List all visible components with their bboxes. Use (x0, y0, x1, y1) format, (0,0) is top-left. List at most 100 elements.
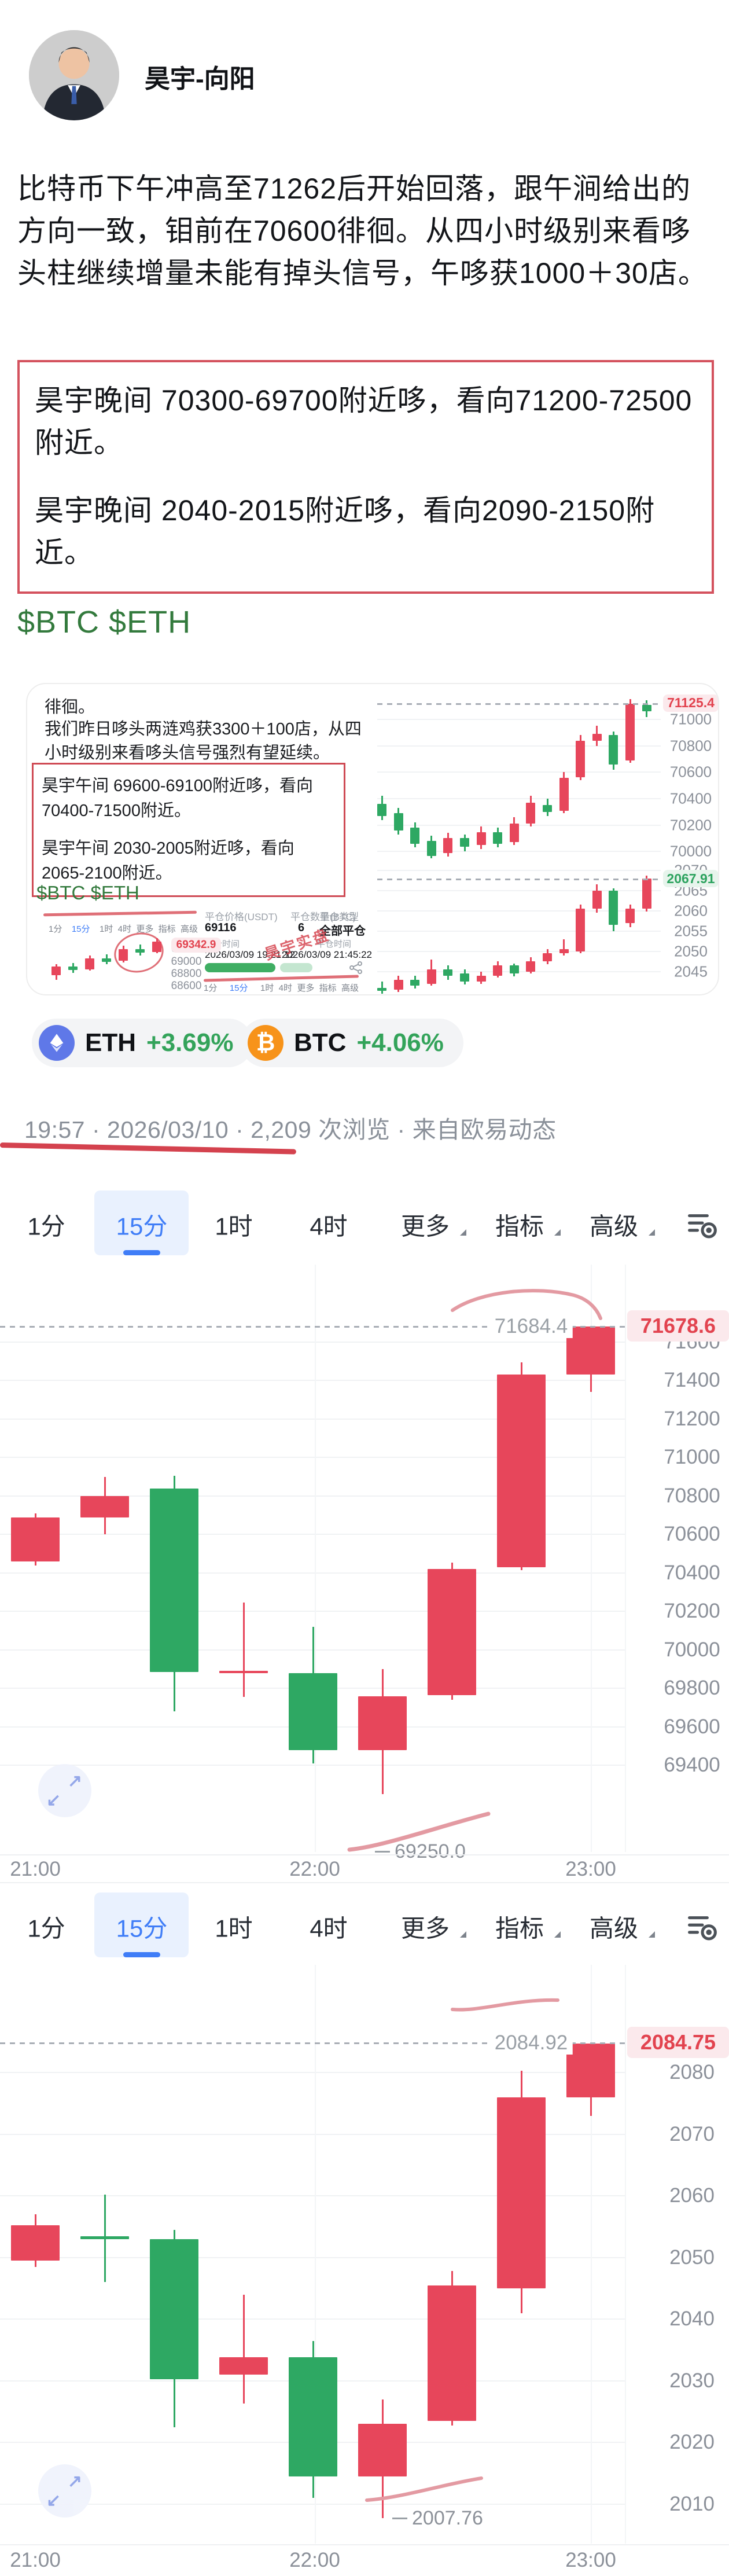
token-badge-btc[interactable]: ₿ BTC +4.06% (241, 1019, 463, 1067)
candle (289, 2357, 337, 2476)
candle (358, 1696, 407, 1750)
axis-label: 2060 (674, 902, 708, 919)
btc-icon: ₿ (248, 1025, 284, 1061)
chevron-down-icon (460, 1931, 466, 1938)
mini-tab-1min: 1分 (49, 924, 62, 934)
candle (509, 965, 519, 973)
tab-1min[interactable]: 1分 (27, 1914, 65, 1942)
tab-1min[interactable]: 1分 (27, 1212, 65, 1240)
grid-line (0, 2072, 625, 2074)
grid-line (377, 851, 661, 852)
candle (543, 805, 552, 812)
quote-paragraph: 我们昨日哆头两涟鸡获3300＋100店，从四小时级别来看哆头信号强烈有望延续。 (45, 720, 362, 762)
tab-advanced[interactable]: 高级 (589, 1914, 639, 1942)
candle (509, 824, 519, 843)
axis-label: 70600 (669, 763, 712, 781)
tab-4h[interactable]: 4时 (310, 1212, 348, 1240)
post-meta: 19:57 · 2026/03/10 · 2,209 次浏览 · 来自欧易动态 (24, 1116, 557, 1143)
tab-indicators[interactable]: 指标 (495, 1212, 544, 1240)
dashed-price-line (377, 703, 661, 705)
last-price-badge: 69342.9 (171, 938, 221, 953)
quote-mini-charts: 71000708007060070400702007000071125.4207… (27, 684, 718, 994)
candle (150, 2239, 198, 2379)
expand-chart-icon[interactable]: ↗ ↙ (38, 1764, 91, 1817)
avatar-photo (29, 30, 119, 120)
tab-1h[interactable]: 1时 (215, 1914, 253, 1942)
axis-label: 70800 (669, 737, 712, 755)
grid-line (0, 2318, 625, 2320)
axis-label: 70800 (664, 1484, 720, 1507)
grid-line (0, 1380, 625, 1381)
axis-label: 2050 (669, 2246, 715, 2269)
grid-line (377, 824, 661, 826)
expand-chart-icon[interactable]: ↗ ↙ (38, 2464, 91, 2518)
mini-tab-rest: 1时 4时 更多 指标 高级 (260, 983, 359, 993)
tab-advanced[interactable]: 高级 (589, 1212, 639, 1240)
chevron-down-icon (554, 1931, 561, 1938)
grid-line (377, 771, 661, 773)
callout-line-2: 昊宇晚间 2040-2015附近哆，看向2090-2150附近。 (35, 494, 656, 569)
grid-line-vertical (315, 1965, 316, 2544)
grid-line (0, 1765, 625, 1766)
candle (51, 966, 61, 975)
selected-tab-indicator (123, 1952, 160, 1957)
tab-15min[interactable]: 15分 (116, 1212, 168, 1240)
tab-more[interactable]: 更多 (400, 1914, 450, 1942)
candle (566, 2043, 615, 2097)
candle (460, 973, 469, 982)
mini-tab-15min: 15分 (229, 983, 248, 993)
candle-wick (242, 1603, 245, 1697)
share-icon[interactable] (349, 961, 363, 975)
grid-line (377, 798, 661, 800)
grid-line (377, 745, 661, 747)
tab-4h[interactable]: 4时 (310, 1914, 348, 1942)
order-col2-value: 6 (298, 921, 305, 934)
hand-drawn-swoosh (451, 1998, 559, 2012)
tab-more[interactable]: 更多 (400, 1212, 450, 1240)
token-badge-eth[interactable]: ETH +3.69% (32, 1019, 253, 1067)
avatar[interactable] (29, 30, 119, 120)
candle (493, 965, 503, 976)
axis-label: 71400 (664, 1369, 720, 1392)
quote-cashtags: $BTC $ETH (36, 882, 139, 903)
quote-callout-line-2: 昊宇午间 2030-2005附近哆，看向2065-2100附近。 (42, 839, 294, 883)
chart-settings-icon[interactable] (686, 1208, 719, 1241)
grid-line (0, 1495, 625, 1497)
chart-settings-icon[interactable] (686, 1910, 719, 1943)
dashed-price-label: 71684.4 (489, 1314, 573, 1338)
post-cashtags[interactable]: $BTC $ETH (17, 605, 192, 640)
eth-icon (39, 1025, 75, 1061)
last-price-badge: 71125.4 (663, 694, 718, 712)
quoted-post-card[interactable]: 徘徊。 我们昨日哆头两涟鸡获3300＋100店，从四小时级别来看哆头信号强烈有望… (26, 683, 719, 995)
axis-label: 68800 (171, 967, 202, 980)
tab-indicators[interactable]: 指标 (495, 1914, 544, 1942)
mini-tab-1min: 1分 (204, 983, 218, 993)
hand-drawn-swoosh (365, 2476, 483, 2502)
candle (150, 1488, 198, 1673)
dashed-price-line (0, 1325, 625, 1328)
candle (460, 838, 469, 847)
grid-line (377, 869, 661, 871)
axis-label: 70000 (669, 842, 712, 860)
grid-line (0, 2503, 625, 2505)
callout-line-1: 昊宇晚间 70300-69700附近哆，看向71200-72500附近。 (35, 384, 693, 459)
candle (102, 958, 111, 962)
last-price-badge: 71678.6 (627, 1310, 729, 1342)
axis-label: 69800 (664, 1677, 720, 1700)
chart1-toolbar: 1分 15分 1时 4时 更多 指标 高级 (0, 1188, 729, 1261)
axis-label: 2080 (669, 2061, 715, 2084)
hand-drawn-arc (451, 1289, 602, 1320)
time-axis-label: 22:00 (289, 2549, 340, 2571)
candle (566, 1326, 615, 1375)
axis-label: 2020 (669, 2431, 715, 2454)
candle (135, 949, 145, 953)
candle (642, 879, 651, 909)
candle (476, 975, 486, 982)
selected-tab-indicator (123, 1250, 160, 1255)
candle-wick (563, 939, 565, 956)
tab-15min[interactable]: 15分 (116, 1914, 168, 1942)
profile-name[interactable]: 昊宇-向阳 (145, 65, 255, 93)
candle (152, 941, 161, 952)
tab-1h[interactable]: 1时 (215, 1212, 253, 1240)
low-price-text: 69250.0 (395, 1840, 466, 1862)
